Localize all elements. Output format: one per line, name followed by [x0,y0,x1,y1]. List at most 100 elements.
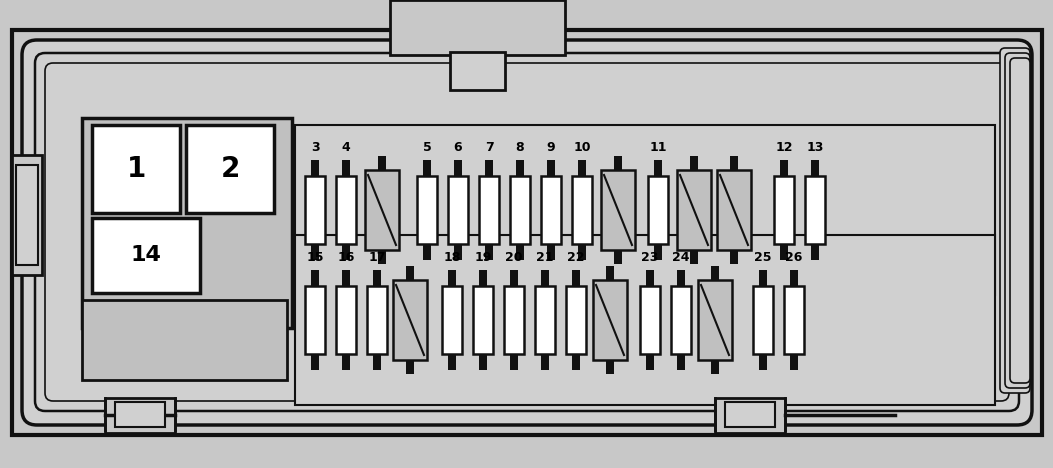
Bar [311,244,319,260]
FancyBboxPatch shape [1010,58,1030,383]
Bar [454,244,462,260]
Bar [811,160,819,176]
Text: 1: 1 [126,155,145,183]
Bar [342,160,350,176]
Bar [485,160,493,176]
Text: 8: 8 [516,141,524,154]
Bar [367,286,388,354]
Bar [510,176,530,244]
Bar [730,156,738,170]
Text: 18: 18 [443,251,461,264]
Bar [295,235,995,405]
Bar [516,244,524,260]
Bar [406,266,414,280]
FancyBboxPatch shape [45,63,1009,401]
Bar [82,118,292,328]
Text: 16: 16 [337,251,355,264]
Bar [510,354,518,370]
Bar [473,286,493,354]
Bar [342,244,350,260]
Bar [614,250,622,264]
Bar [535,286,555,354]
Text: 2: 2 [220,155,240,183]
Bar [578,160,587,176]
Bar [790,270,798,286]
Bar [504,286,524,354]
Text: 15: 15 [306,251,323,264]
Bar [373,270,381,286]
Text: 10: 10 [573,141,591,154]
Bar [567,286,587,354]
Bar [295,125,995,295]
Bar [92,218,200,293]
Bar [759,354,767,370]
Bar [654,160,662,176]
Bar [804,176,824,244]
Bar [485,244,493,260]
Bar [677,270,686,286]
Bar [82,300,287,380]
Text: 7: 7 [484,141,494,154]
Bar [479,270,486,286]
Bar [605,266,614,280]
Bar [479,176,499,244]
Bar [690,250,698,264]
Bar [645,354,654,370]
Bar [780,244,788,260]
Bar [393,280,428,360]
Bar [516,160,524,176]
Bar [186,125,274,213]
Bar [311,270,319,286]
Text: 22: 22 [568,251,584,264]
Bar [373,354,381,370]
Text: 24: 24 [672,251,690,264]
Bar [541,270,549,286]
Bar [448,270,456,286]
Text: 4: 4 [341,141,351,154]
Bar [305,176,325,244]
Bar [784,286,804,354]
Bar [726,402,775,427]
Bar [423,244,431,260]
Bar [365,170,399,250]
Text: 9: 9 [547,141,555,154]
Bar [640,286,660,354]
Bar [448,354,456,370]
Text: 20: 20 [505,251,522,264]
Bar [648,176,668,244]
Bar [572,270,580,286]
FancyBboxPatch shape [1000,48,1030,393]
Bar [390,0,565,55]
Text: 12: 12 [775,141,793,154]
Bar [780,160,788,176]
Bar [423,160,431,176]
Bar [572,176,592,244]
FancyBboxPatch shape [1005,53,1030,388]
Bar [717,170,751,250]
Bar [605,360,614,374]
Bar [378,156,386,170]
Text: 11: 11 [650,141,667,154]
Bar [677,354,686,370]
Bar [671,286,691,354]
Bar [92,125,180,213]
Bar [12,30,1042,435]
Bar [510,270,518,286]
Bar [654,244,662,260]
Bar [541,176,561,244]
Bar [711,360,719,374]
Bar [311,354,319,370]
Bar [454,160,462,176]
Text: 13: 13 [807,141,823,154]
Text: 25: 25 [754,251,772,264]
Bar [677,170,711,250]
Bar [811,244,819,260]
Bar [774,176,794,244]
Bar [698,280,732,360]
Bar [305,286,325,354]
Bar [378,250,386,264]
Bar [406,360,414,374]
Text: 5: 5 [422,141,432,154]
Bar [342,270,350,286]
Bar [614,156,622,170]
